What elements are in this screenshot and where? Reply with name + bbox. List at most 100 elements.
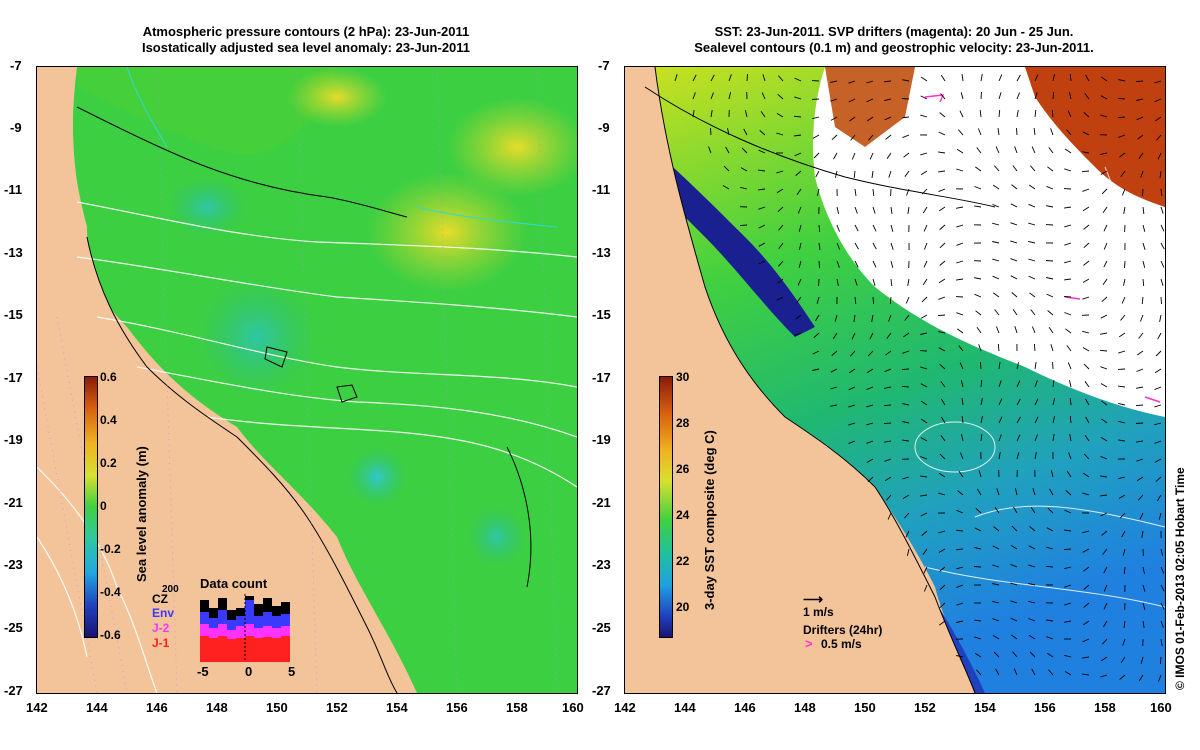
velocity-arrow <box>1101 400 1108 406</box>
velocity-arrow <box>1103 584 1108 592</box>
velocity-arrow <box>1157 332 1162 340</box>
velocity-arrow <box>1082 673 1090 676</box>
velocity-arrow <box>1016 434 1021 442</box>
velocity-arrow <box>1099 349 1108 352</box>
velocity-arrow <box>848 80 856 84</box>
velocity-arrow <box>853 314 856 322</box>
velocity-arrow <box>1141 530 1144 538</box>
velocity-arrow <box>848 98 856 103</box>
velocity-arrow <box>884 440 892 443</box>
velocity-arrow <box>1142 224 1146 232</box>
velocity-arrow <box>1100 656 1108 662</box>
velocity-arrow <box>1064 206 1072 209</box>
velocity-arrow <box>974 186 982 190</box>
right-x-tick: 142 <box>614 700 636 715</box>
velocity-arrow <box>1118 420 1126 424</box>
velocity-arrow <box>1084 93 1090 100</box>
velocity-arrow <box>777 278 784 284</box>
velocity-arrow <box>978 470 982 478</box>
velocity-arrow <box>1100 114 1108 118</box>
velocity-arrow <box>866 98 874 103</box>
velocity-arrow <box>674 74 678 82</box>
velocity-arrow <box>902 116 910 119</box>
left-x-tick: 142 <box>26 700 48 715</box>
velocity-arrow <box>998 416 1003 424</box>
velocity-arrow <box>1154 422 1162 426</box>
velocity-arrow <box>890 206 893 214</box>
velocity-arrow <box>1103 602 1108 610</box>
velocity-arrow <box>1034 452 1037 460</box>
velocity-arrow <box>1028 600 1036 604</box>
velocity-arrow <box>816 188 820 196</box>
velocity-arrow <box>1122 548 1126 556</box>
velocity-arrow <box>902 403 910 406</box>
velocity-arrow <box>739 224 748 227</box>
right-y-tick: -9 <box>598 120 610 135</box>
velocity-arrow <box>1028 258 1036 262</box>
velocity-arrow <box>722 185 730 190</box>
velocity-arrow <box>1102 206 1108 214</box>
velocity-arrow <box>939 363 946 370</box>
velocity-arrow <box>1047 166 1054 172</box>
velocity-arrow <box>980 74 983 82</box>
velocity-arrow <box>883 404 892 407</box>
velocity-arrow <box>1016 127 1018 136</box>
velocity-arrow <box>998 362 1001 370</box>
velocity-arrow <box>1010 203 1018 208</box>
data-count-series-cz: CZ <box>152 592 168 606</box>
velocity-arrow <box>920 152 928 156</box>
velocity-arrow <box>1118 332 1126 338</box>
left-x-tick: 156 <box>446 700 468 715</box>
velocity-arrow <box>1064 168 1072 172</box>
velocity-arrow <box>1046 205 1054 208</box>
velocity-arrow <box>1063 295 1072 298</box>
velocity-arrow <box>959 452 964 460</box>
velocity-arrow <box>1046 277 1054 280</box>
velocity-arrow <box>758 260 766 265</box>
velocity-arrow <box>1028 275 1036 280</box>
left-y-tick: -11 <box>4 182 23 197</box>
velocity-arrow <box>992 275 1000 280</box>
right-title-line2: Sealevel contours (0.1 m) and geostrophi… <box>694 40 1094 55</box>
velocity-arrow <box>778 224 784 231</box>
velocity-arrow <box>885 134 892 140</box>
velocity-arrow <box>1050 344 1054 352</box>
left-y-tick: -15 <box>4 307 23 322</box>
velocity-arrow <box>901 98 910 100</box>
velocity-arrow <box>1160 584 1165 592</box>
velocity-arrow <box>956 655 964 658</box>
velocity-arrow <box>992 618 1000 622</box>
velocity-arrow <box>921 296 928 303</box>
velocity-arrow <box>778 75 784 82</box>
velocity-arrow <box>872 260 877 268</box>
velocity-arrow <box>961 434 964 442</box>
velocity-arrow <box>1083 363 1090 370</box>
velocity-arrow <box>710 127 712 136</box>
velocity-arrow <box>992 203 1000 208</box>
right-y-tick: -27 <box>592 683 611 698</box>
velocity-arrow <box>938 188 946 193</box>
velocity-arrow <box>1083 111 1090 118</box>
velocity-arrow <box>1101 296 1108 303</box>
velocity-arrow <box>940 74 946 82</box>
velocity-arrow <box>939 224 946 230</box>
velocity-arrow <box>941 416 946 424</box>
velocity-arrow <box>692 74 697 82</box>
velocity-arrow <box>902 350 910 354</box>
velocity-arrow <box>902 79 910 82</box>
velocity-arrow <box>1121 296 1126 304</box>
velocity-arrow <box>794 152 802 157</box>
velocity-arrow <box>1016 380 1021 388</box>
velocity-arrow <box>728 92 732 100</box>
velocity-arrow <box>798 242 802 250</box>
velocity-arrow <box>836 242 841 250</box>
velocity-arrow <box>1050 128 1054 136</box>
velocity-arrow <box>904 170 910 177</box>
velocity-arrow <box>1082 472 1090 478</box>
left-y-tick: -9 <box>10 120 22 135</box>
velocity-arrow <box>1034 362 1037 370</box>
velocity-arrow <box>710 110 713 118</box>
velocity-arrow <box>902 421 910 424</box>
right-x-tick: 146 <box>734 700 756 715</box>
velocity-arrow <box>760 111 766 118</box>
